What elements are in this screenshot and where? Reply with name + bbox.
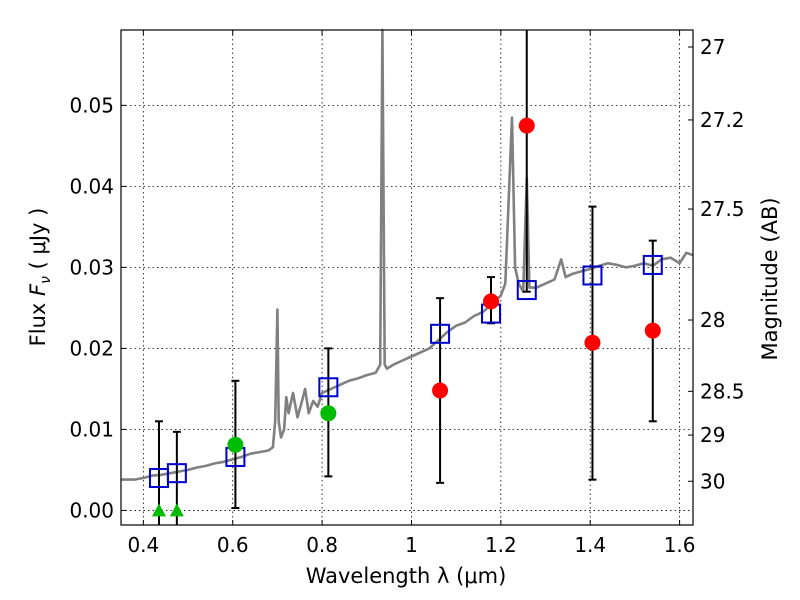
plot-frame	[120, 29, 694, 526]
right-tick-label: 27.5	[700, 197, 745, 221]
x-axis-label: Wavelength λ (μm)	[306, 564, 507, 588]
x-tick-label: 1	[405, 533, 418, 557]
model-spectrum-line	[121, 28, 694, 481]
observed-flux-circle	[432, 382, 449, 399]
y-axis-ticks: 0.00 0.01 0.02 0.03 0.04 0.05	[69, 93, 126, 522]
model-flux-square	[516, 280, 537, 301]
x-tick-label: 1.6	[664, 533, 696, 557]
right-tick-label: 29	[700, 423, 725, 447]
right-axis-ticks: 27 27.2 27.5 28 28.5 29 30	[688, 35, 745, 493]
x-axis-ticks: 0.4 0.6 0.8 1 1.2 1.4 1.6	[127, 30, 696, 557]
x-tick-label: 0.6	[217, 533, 249, 557]
y-axis-label: Flux Fν ( μJy )	[26, 208, 54, 347]
model-flux-square	[166, 463, 187, 484]
upper-limit-markers	[151, 503, 184, 517]
x-tick-label: 1.4	[574, 533, 606, 557]
grid-lines	[121, 30, 693, 525]
model-flux-square	[318, 377, 339, 398]
observed-flux-circle	[483, 293, 500, 310]
observed-flux-circle	[644, 322, 661, 339]
x-tick-label: 0.8	[306, 533, 338, 557]
observed-flux-circle	[584, 334, 601, 351]
right-tick-label: 28	[700, 308, 725, 332]
model-photometry-squares	[148, 254, 663, 489]
right-tick-label: 27.2	[700, 108, 745, 132]
model-flux-square	[430, 323, 451, 344]
y-tick-label: 0.02	[69, 336, 114, 360]
model-flux-square	[642, 254, 663, 275]
upper-limit-triangle	[151, 503, 166, 517]
upper-limit-triangle	[169, 503, 184, 517]
y-tick-label: 0.03	[69, 255, 114, 279]
y-tick-label: 0.01	[69, 417, 114, 441]
y-tick-label: 0.04	[69, 174, 114, 198]
y-tick-label: 0.00	[69, 498, 114, 522]
x-tick-label: 0.4	[127, 533, 159, 557]
observed-flux-circle	[227, 436, 244, 453]
right-axis-label: Magnitude (AB)	[758, 197, 782, 360]
right-tick-label: 28.5	[700, 379, 745, 403]
right-tick-label: 27	[700, 35, 725, 59]
right-tick-label: 30	[700, 469, 725, 493]
x-tick-label: 1.2	[485, 533, 517, 557]
observed-flux-points	[227, 117, 661, 453]
y-tick-label: 0.05	[69, 93, 114, 117]
observed-flux-circle	[518, 117, 535, 134]
observed-flux-circle	[320, 405, 337, 422]
model-flux-square	[582, 265, 603, 286]
